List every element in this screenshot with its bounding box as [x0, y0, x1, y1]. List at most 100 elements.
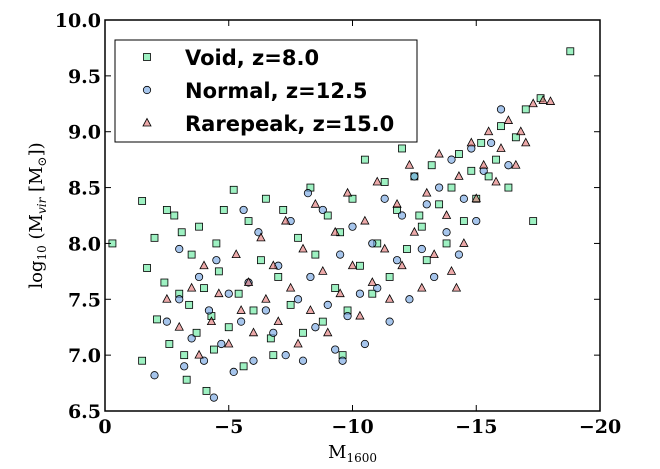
data-point-circle: [435, 183, 444, 192]
data-point-triangle: [446, 266, 457, 275]
data-point-square: [229, 185, 238, 194]
legend-box: [114, 39, 418, 143]
data-point-circle: [360, 339, 369, 349]
y-tick-label: 9.0: [68, 122, 101, 144]
data-point-circle: [504, 161, 513, 170]
data-point-circle: [239, 205, 248, 215]
x-tick-label: −10: [331, 416, 373, 438]
data-point-square: [529, 217, 538, 225]
data-point-triangle: [243, 277, 254, 286]
data-point-circle: [318, 205, 327, 215]
data-point-circle: [306, 272, 315, 282]
data-point-triangle: [174, 321, 184, 331]
data-point-square: [165, 340, 174, 348]
data-point-circle: [194, 272, 204, 282]
data-point-square: [249, 306, 258, 315]
data-point-square: [192, 328, 201, 337]
data-point-circle: [269, 328, 278, 337]
data-point-triangle: [496, 143, 506, 152]
legend-label: Normal, z=12.5: [185, 79, 368, 103]
data-point-square: [143, 264, 151, 272]
data-point-circle: [442, 228, 451, 237]
data-point-square: [360, 155, 369, 164]
data-point-triangle: [528, 98, 538, 108]
data-point-triangle: [323, 327, 333, 337]
data-point-triangle: [298, 243, 308, 253]
data-point-square: [422, 256, 431, 265]
y-axis-label-part: (M: [26, 214, 47, 245]
data-point-triangle: [491, 176, 501, 186]
data-point-triangle: [256, 232, 266, 242]
data-point-triangle: [516, 126, 526, 136]
axis-ticks: 0 −5 −10 −15 −20 6.5 7.0 7.5 8.0 8.5 9.0 9.5 10.0: [55, 10, 621, 438]
y-tick-label: 8.0: [68, 233, 101, 255]
data-point-square: [212, 239, 221, 248]
y-tick-label: 7.5: [68, 289, 101, 311]
data-point-square: [427, 161, 436, 170]
data-point-triangle: [162, 293, 172, 303]
y-tick-label: 9.5: [68, 66, 101, 88]
data-point-square: [417, 222, 426, 231]
data-point-square: [311, 250, 320, 259]
data-point-circle: [175, 244, 184, 254]
data-point-circle: [323, 300, 332, 309]
data-point-circle: [293, 295, 303, 304]
data-point-square: [318, 317, 327, 326]
data-point-square: [299, 328, 307, 337]
data-point-square: [244, 217, 253, 225]
x-tick-label: 0: [98, 416, 111, 438]
x-tick-label: −15: [455, 416, 497, 438]
data-point-square: [214, 267, 223, 276]
data-point-triangle: [214, 288, 224, 298]
data-point-square: [484, 172, 493, 181]
legend-marker-circle: [142, 85, 152, 95]
data-point-triangle: [466, 137, 476, 147]
data-point-triangle: [330, 226, 340, 236]
data-point-square: [279, 206, 288, 214]
data-point-square: [138, 356, 147, 365]
data-point-circle: [392, 256, 402, 265]
data-point-triangle: [409, 226, 420, 236]
data-point-circle: [355, 289, 365, 298]
data-point-triangle: [545, 96, 556, 105]
x-tick-label: −5: [214, 416, 243, 438]
data-point-circle: [368, 239, 377, 248]
data-point-square: [294, 233, 302, 242]
y-axis-label-part: log: [26, 261, 47, 289]
data-point-triangle: [248, 327, 259, 337]
y-tick-label: 7.0: [68, 345, 101, 367]
data-point-square: [195, 222, 203, 231]
data-point-triangle: [471, 193, 481, 203]
data-point-circle: [212, 256, 221, 265]
data-point-triangle: [483, 126, 494, 136]
data-point-square: [234, 289, 243, 298]
y-axis-label-part: vir: [35, 196, 49, 214]
data-point-circle: [298, 356, 308, 365]
data-point-circle: [430, 272, 439, 282]
data-point-triangle: [186, 282, 197, 292]
data-point-circle: [311, 323, 320, 332]
data-point-square: [187, 250, 196, 259]
data-point-square: [239, 362, 248, 371]
data-point-circle: [459, 194, 468, 203]
data-point-square: [219, 206, 228, 214]
data-point-triangle: [429, 249, 439, 259]
points-layer: [108, 47, 575, 402]
data-point-circle: [162, 317, 171, 326]
data-point-circle: [204, 306, 214, 315]
data-point-circle: [261, 306, 270, 315]
data-point-square: [153, 315, 161, 324]
y-axis-label: log10 (Mvir [M⊙]): [26, 142, 49, 288]
data-point-square: [150, 233, 159, 242]
data-point-square: [398, 144, 406, 153]
data-point-triangle: [281, 215, 291, 225]
data-point-circle: [229, 367, 238, 376]
data-point-triangle: [417, 282, 427, 292]
data-point-triangle: [268, 260, 278, 270]
data-point-circle: [199, 356, 209, 365]
data-point-square: [497, 122, 505, 131]
x-tick-label: −20: [579, 416, 621, 438]
data-point-circle: [249, 356, 258, 365]
data-point-circle: [150, 371, 159, 380]
